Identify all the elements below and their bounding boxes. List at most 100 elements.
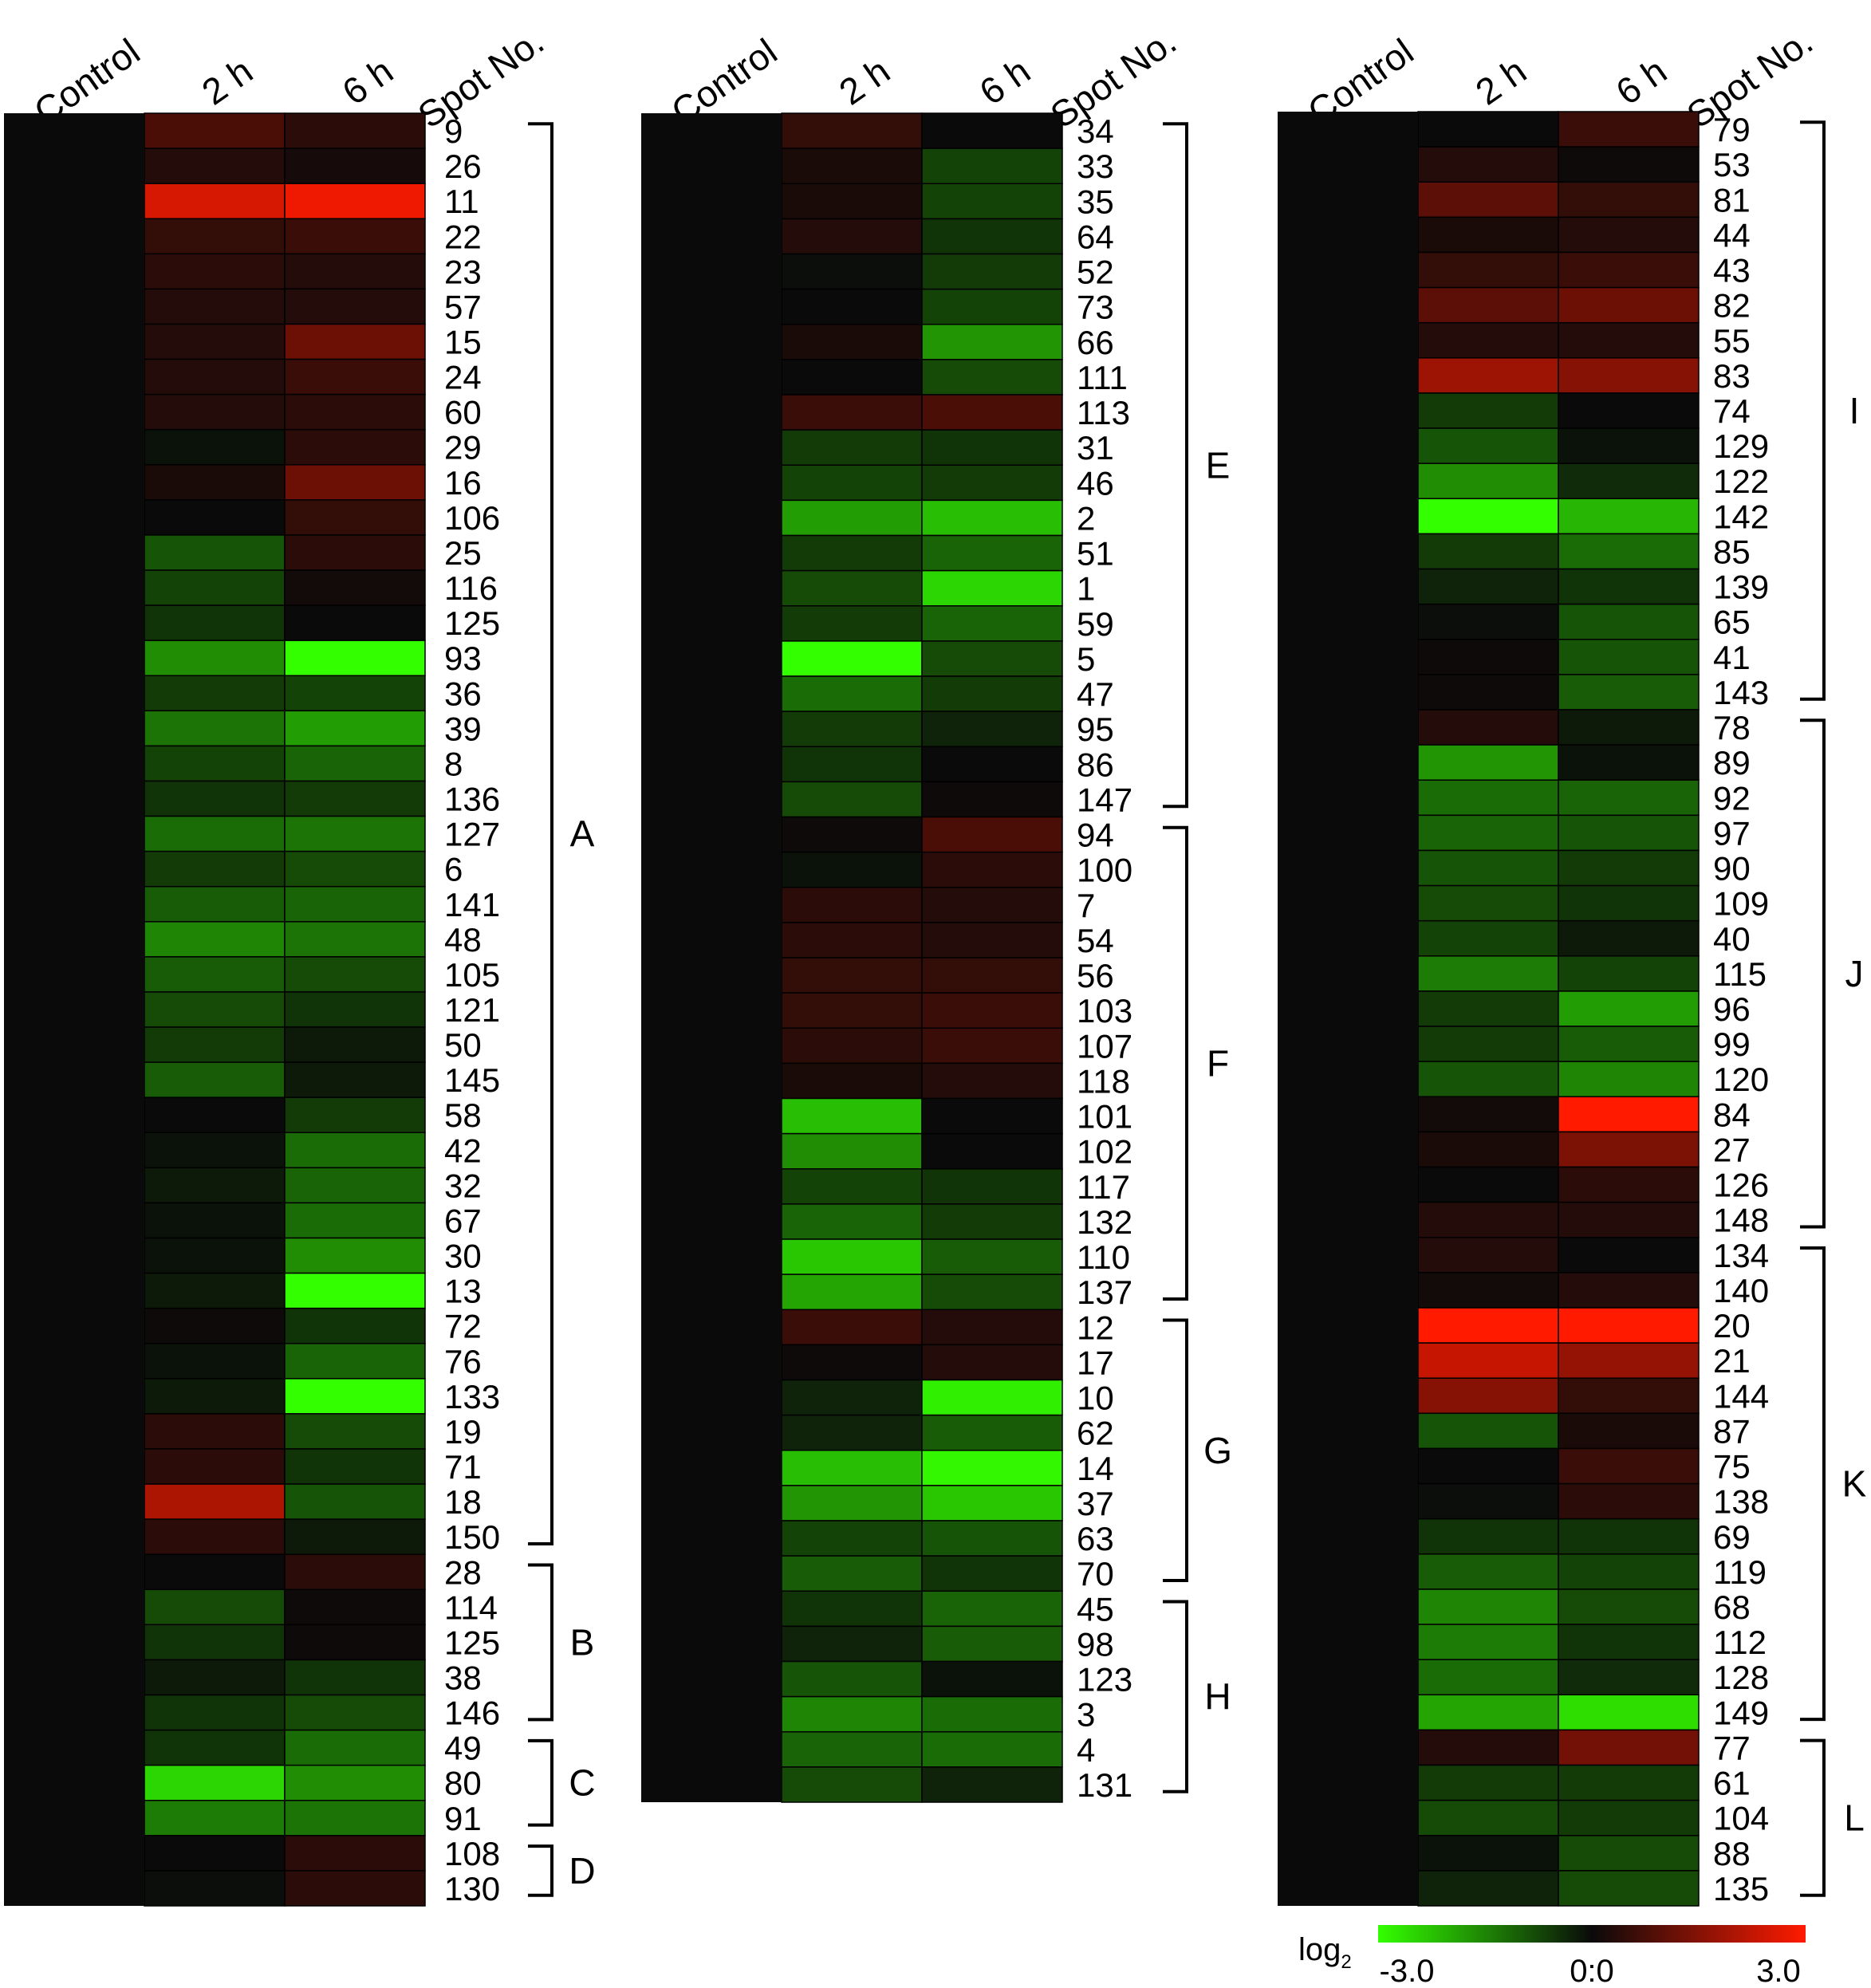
heatmap-cell <box>1417 427 1559 464</box>
heatmap-cell <box>921 992 1063 1029</box>
spot-header: Spot No. <box>411 20 551 136</box>
heatmap-cell <box>1558 1624 1700 1660</box>
heatmap-cell <box>284 1729 426 1766</box>
spot-label: 93 <box>444 640 482 677</box>
spot-label: 27 <box>1713 1131 1751 1168</box>
spot-label: 137 <box>1077 1274 1132 1311</box>
heatmap-cell <box>921 218 1063 255</box>
heatmap-cell <box>921 781 1063 818</box>
spot-label: 7 <box>1077 887 1095 924</box>
heatmap-cell <box>921 1766 1063 1803</box>
heatmap-cell <box>921 957 1063 994</box>
heatmap-cell <box>781 359 923 396</box>
heatmap-cell <box>781 464 923 502</box>
group-label: B <box>570 1621 595 1663</box>
spot-label: 77 <box>1713 1729 1751 1766</box>
heatmap-cell <box>1558 1377 1700 1415</box>
spot-label: 112 <box>1713 1624 1767 1661</box>
heatmap-cell <box>1417 1342 1559 1379</box>
column-header: 6 h <box>972 49 1038 112</box>
spot-label: 149 <box>1713 1694 1769 1731</box>
control-column <box>4 113 144 1906</box>
heatmap-cell <box>144 112 286 149</box>
heatmap-cell <box>1558 498 1700 535</box>
heatmap-cell <box>1417 1447 1559 1485</box>
heatmap-cell <box>284 534 426 571</box>
spot-label: 128 <box>1713 1659 1769 1696</box>
heatmap-cell <box>921 112 1063 149</box>
heatmap-cell <box>921 605 1063 642</box>
heatmap-cell <box>284 1026 426 1063</box>
heatmap-cell <box>144 1694 286 1731</box>
spot-label: 92 <box>1713 779 1751 817</box>
heatmap-cell <box>1417 955 1559 992</box>
spot-label: 39 <box>444 710 482 747</box>
spot-label: 41 <box>1713 639 1751 676</box>
spot-label: 59 <box>1077 605 1114 643</box>
heatmap-cell <box>284 1518 426 1555</box>
heatmap-cell <box>1558 1729 1700 1766</box>
heatmap-cell <box>284 1061 426 1098</box>
heatmap-cell <box>284 393 426 431</box>
heatmap-cell <box>1558 744 1700 781</box>
heatmap-cell <box>144 148 286 184</box>
heatmap-cell <box>144 1237 286 1274</box>
heatmap-cell <box>1558 1518 1700 1555</box>
heatmap-cell <box>1558 1835 1700 1872</box>
spot-label: 43 <box>1713 252 1751 289</box>
heatmap-cell <box>1417 251 1559 289</box>
spot-label: 82 <box>1713 287 1751 325</box>
heatmap-cell <box>144 1167 286 1204</box>
spot-label: 50 <box>444 1026 482 1064</box>
heatmap-cell <box>921 887 1063 923</box>
group-label: E <box>1206 444 1231 486</box>
spot-label: 17 <box>1077 1344 1114 1381</box>
heatmap-cell <box>144 253 286 290</box>
heatmap-cell <box>781 1238 923 1275</box>
column-header: 2 h <box>1468 49 1534 112</box>
spot-label: 14 <box>1077 1450 1114 1487</box>
spot-label: 89 <box>1713 744 1751 781</box>
heatmap-cell <box>1417 181 1559 218</box>
heatmap-cell <box>921 922 1063 959</box>
heatmap-cell <box>1417 1870 1559 1907</box>
heatmap-cell <box>1417 1096 1559 1133</box>
spot-label: 64 <box>1077 218 1114 255</box>
spot-label: 37 <box>1077 1485 1114 1522</box>
scale-title: log2 <box>1298 1932 1352 1973</box>
heatmap-cell <box>1417 603 1559 640</box>
heatmap-cell <box>144 428 286 466</box>
heatmap-cell <box>284 1870 426 1907</box>
heatmap-cell <box>144 850 286 888</box>
heatmap-cell <box>921 1309 1063 1346</box>
heatmap-cell <box>144 885 286 923</box>
spot-label: 140 <box>1713 1272 1769 1309</box>
heatmap-cell <box>921 1027 1063 1065</box>
heatmap-cell <box>144 1624 286 1661</box>
heatmap-cell <box>144 1518 286 1555</box>
heatmap-cell <box>1417 146 1559 183</box>
spot-label: 90 <box>1713 850 1751 888</box>
spot-label: 101 <box>1077 1098 1132 1136</box>
heatmap-cell <box>921 534 1063 572</box>
spot-label: 107 <box>1077 1027 1132 1065</box>
heatmap-cell <box>284 358 426 396</box>
heatmap-cell <box>1417 1412 1559 1450</box>
group-label: J <box>1845 953 1864 994</box>
spot-label: 84 <box>1713 1096 1751 1133</box>
heatmap-cell <box>781 711 923 747</box>
group-label: K <box>1842 1463 1867 1505</box>
heatmap-cell <box>1558 286 1700 324</box>
heatmap-cell <box>1417 1694 1559 1731</box>
spot-label: 56 <box>1077 957 1114 994</box>
heatmap-cell <box>284 1588 426 1626</box>
heatmap-cell <box>144 1096 286 1134</box>
heatmap-cell <box>781 675 923 712</box>
spot-label: 113 <box>1077 394 1130 431</box>
group-bracket <box>528 1563 553 1722</box>
spot-label: 61 <box>1713 1765 1751 1802</box>
spot-label: 48 <box>444 921 482 959</box>
spot-label: 51 <box>1077 535 1114 573</box>
heatmap-cell <box>781 887 923 923</box>
